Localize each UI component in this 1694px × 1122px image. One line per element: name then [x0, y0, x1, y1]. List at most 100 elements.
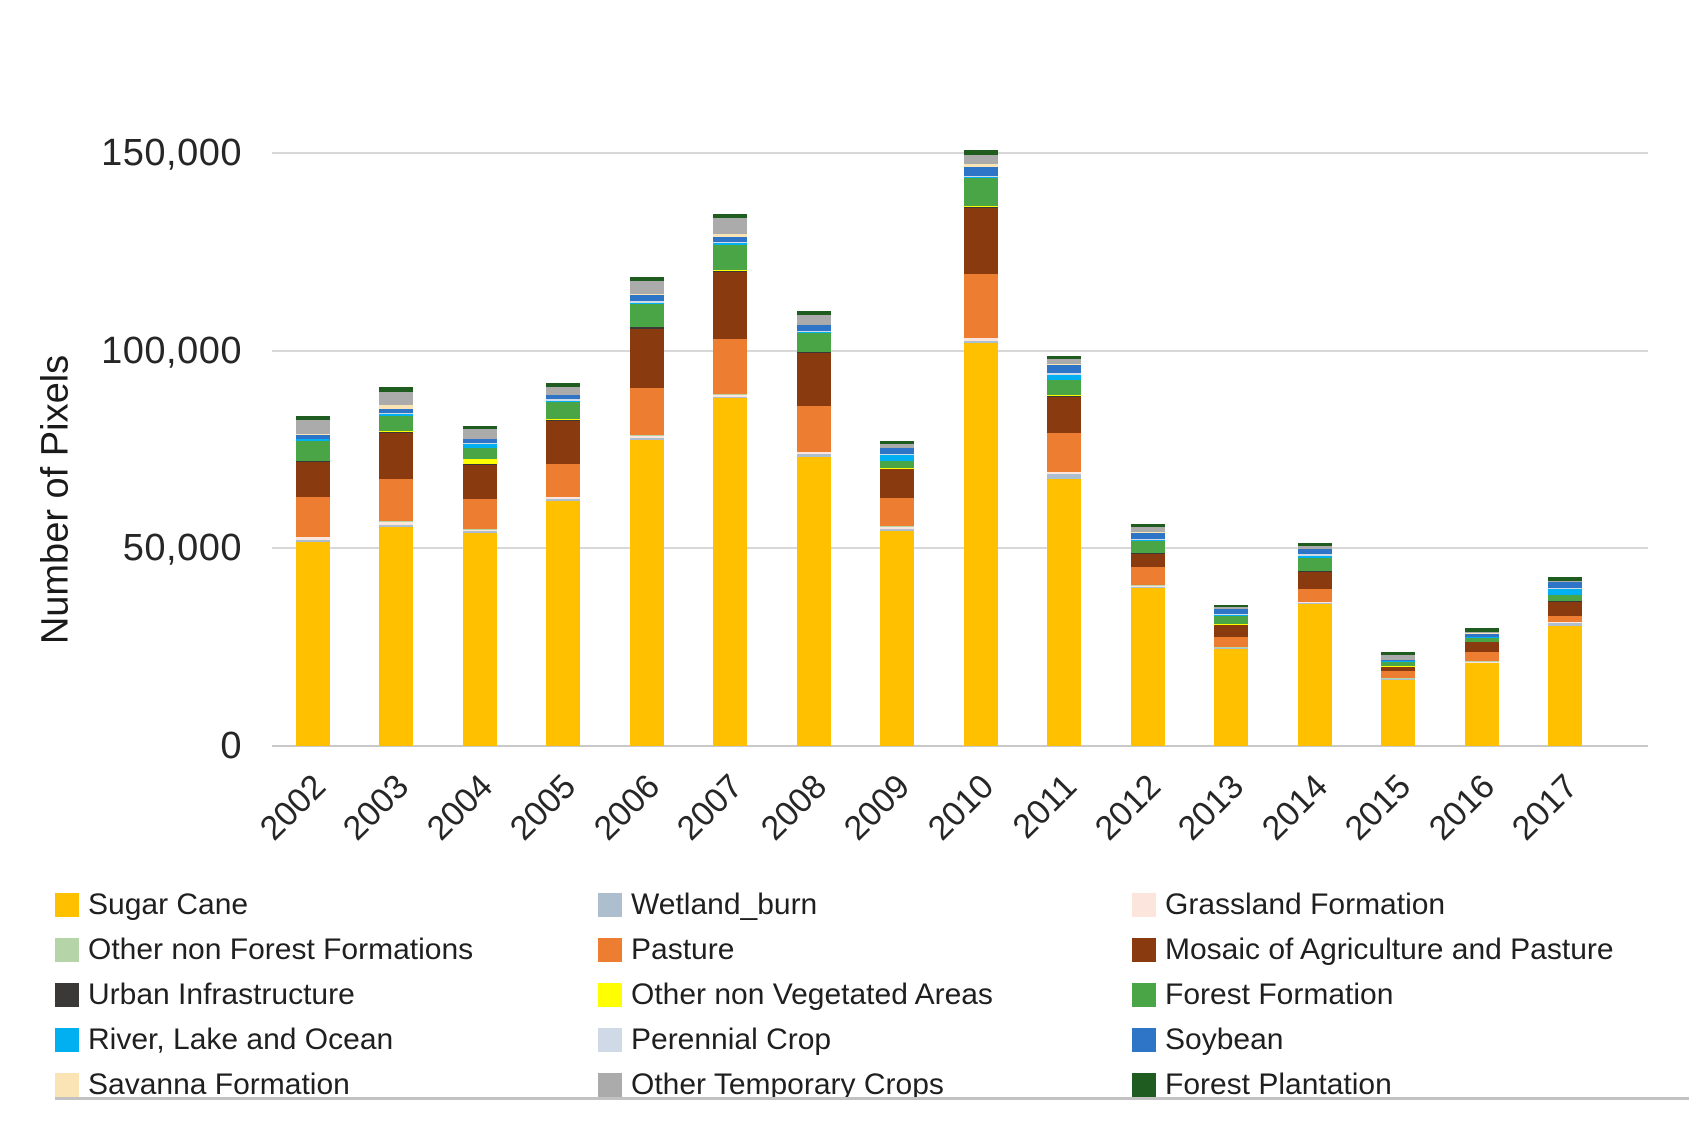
legend-swatch-icon — [1132, 937, 1156, 962]
legend-swatch-icon — [598, 1072, 622, 1097]
bar-segment-2007-river-lake-and-ocean — [713, 243, 748, 246]
legend-swatch-icon — [598, 1027, 622, 1052]
bar-segment-2003-urban-infrastructure — [379, 432, 414, 433]
bar-segment-2015-forest-formation — [1381, 662, 1416, 667]
bar-segment-2015-river-lake-and-ocean — [1381, 661, 1416, 663]
bar-segment-2014-perennial-crop — [1297, 554, 1332, 556]
bar-segment-2010-forest-plantation — [963, 150, 998, 155]
bar-segment-2007-sugar-cane — [713, 398, 748, 746]
bar-segment-2013-sugar-cane — [1214, 649, 1249, 746]
legend-item-forest-formation: Forest Formation — [1132, 972, 1684, 1017]
bar-segment-2006-sugar-cane — [629, 439, 664, 746]
bar-segment-2012-savanna-formation — [1130, 531, 1165, 533]
bar-segment-2008-soybean — [796, 325, 831, 331]
legend-label: Perennial Crop — [631, 1022, 832, 1056]
bar-2004 — [462, 425, 497, 746]
bar-segment-2016-river-lake-and-ocean — [1464, 636, 1499, 638]
bar-segment-2009-sugar-cane — [880, 530, 915, 746]
bar-segment-2015-sugar-cane — [1381, 679, 1416, 746]
bar-segment-2008-other-non-vegetated-areas — [796, 351, 831, 353]
bar-segment-2011-pasture — [1047, 433, 1082, 472]
bar-segment-2004-other-non-vegetated-areas — [462, 458, 497, 464]
bar-segment-2010-wetland-burn — [963, 340, 998, 343]
bar-segment-2010-pasture — [963, 274, 998, 338]
bar-segment-2014-soybean — [1297, 549, 1332, 555]
bar-segment-2007-urban-infrastructure — [713, 270, 748, 273]
legend-item-mosaic-of-agriculture-and-pasture: Mosaic of Agriculture and Pasture — [1132, 927, 1684, 972]
bar-segment-2011-forest-plantation — [1047, 355, 1082, 360]
bar-2007 — [713, 213, 748, 746]
bar-segment-2005-other-non-vegetated-areas — [546, 419, 581, 420]
bar-segment-2002-other-temporary-crops — [296, 419, 330, 434]
bar-segment-2003-pasture — [379, 478, 414, 522]
bar-segment-2005-wetland-burn — [546, 499, 581, 501]
bar-segment-2009-other-temporary-crops — [880, 444, 915, 448]
bar-2016 — [1464, 627, 1499, 746]
legend-label: Forest Plantation — [1165, 1067, 1392, 1101]
bar-segment-2012-forest-plantation — [1130, 523, 1165, 527]
bar-segment-2002-pasture — [296, 496, 330, 537]
bar-segment-2012-wetland-burn — [1130, 586, 1165, 588]
legend-label: River, Lake and Ocean — [88, 1022, 394, 1056]
legend-swatch-icon — [55, 937, 79, 962]
bar-segment-2008-river-lake-and-ocean — [796, 331, 831, 334]
legend-label: Urban Infrastructure — [88, 977, 355, 1011]
bar-segment-2005-other-temporary-crops — [546, 386, 581, 395]
bar-segment-2005-mosaic-of-agriculture-and-pasture — [546, 420, 581, 465]
bar-2012 — [1130, 523, 1165, 746]
bar-segment-2004-other-non-forest-formations — [462, 529, 497, 530]
bar-2005 — [546, 382, 581, 746]
legend-item-other-temporary-crops: Other Temporary Crops — [598, 1062, 1132, 1107]
bar-segment-2006-river-lake-and-ocean — [629, 302, 664, 305]
bar-segment-2010-perennial-crop — [963, 175, 998, 177]
legend-label: Mosaic of Agriculture and Pasture — [1165, 932, 1614, 966]
legend-swatch-icon — [1132, 982, 1156, 1007]
bar-segment-2014-wetland-burn — [1297, 603, 1332, 605]
bar-segment-2011-wetland-burn — [1047, 474, 1082, 480]
bar-segment-2004-wetland-burn — [462, 531, 497, 533]
bar-segment-2006-mosaic-of-agriculture-and-pasture — [629, 328, 664, 388]
bar-segment-2005-soybean — [546, 395, 581, 400]
bar-segment-2003-savanna-formation — [379, 404, 414, 409]
bar-segment-2017-wetland-burn — [1548, 623, 1582, 627]
bar-segment-2005-urban-infrastructure — [546, 419, 581, 421]
bar-segment-2014-pasture — [1297, 588, 1332, 602]
legend-label: Savanna Formation — [88, 1067, 350, 1101]
bar-segment-2007-perennial-crop — [713, 241, 748, 244]
bar-segment-2013-perennial-crop — [1214, 614, 1249, 616]
legend-label: Soybean — [1165, 1022, 1284, 1056]
bar-segment-2008-savanna-formation — [796, 324, 831, 326]
bar-segment-2003-soybean — [379, 408, 414, 414]
legend-swatch-icon — [55, 982, 79, 1007]
bar-segment-2009-grassland-formation — [880, 526, 915, 529]
bar-segment-2002-forest-formation — [296, 440, 330, 461]
bar-segment-2009-soybean — [880, 448, 915, 454]
bar-segment-2006-other-non-vegetated-areas — [629, 326, 664, 328]
bar-2010 — [963, 150, 998, 746]
bar-2017 — [1548, 576, 1582, 746]
bar-segment-2010-other-temporary-crops — [963, 154, 998, 164]
bar-segment-2016-soybean — [1464, 633, 1499, 637]
bar-segment-2008-mosaic-of-agriculture-and-pasture — [796, 353, 831, 407]
bar-segment-2010-other-non-vegetated-areas — [963, 206, 998, 207]
bottom-divider-line — [55, 1097, 1689, 1100]
bar-segment-2009-perennial-crop — [880, 453, 915, 455]
bar-segment-2007-mosaic-of-agriculture-and-pasture — [713, 272, 748, 340]
legend-label: Other Temporary Crops — [631, 1067, 944, 1101]
bar-segment-2012-mosaic-of-agriculture-and-pasture — [1130, 553, 1165, 567]
bar-segment-2013-river-lake-and-ocean — [1214, 615, 1249, 617]
bar-segment-2017-grassland-formation — [1548, 622, 1582, 624]
bar-segment-2013-other-temporary-crops — [1214, 607, 1249, 609]
bar-segment-2013-forest-plantation — [1214, 604, 1249, 608]
legend-item-savanna-formation: Savanna Formation — [55, 1062, 598, 1107]
bar-2015 — [1381, 651, 1416, 746]
bar-segment-2012-forest-formation — [1130, 541, 1165, 553]
bar-segment-2009-urban-infrastructure — [880, 468, 915, 470]
legend-item-other-non-forest-formations: Other non Forest Formations — [55, 927, 598, 972]
bar-segment-2017-other-temporary-crops — [1548, 580, 1582, 583]
bar-segment-2005-river-lake-and-ocean — [546, 400, 581, 403]
bar-segment-2003-mosaic-of-agriculture-and-pasture — [379, 432, 414, 479]
bar-segment-2004-perennial-crop — [462, 443, 497, 445]
bar-segment-2016-other-temporary-crops — [1464, 632, 1499, 634]
